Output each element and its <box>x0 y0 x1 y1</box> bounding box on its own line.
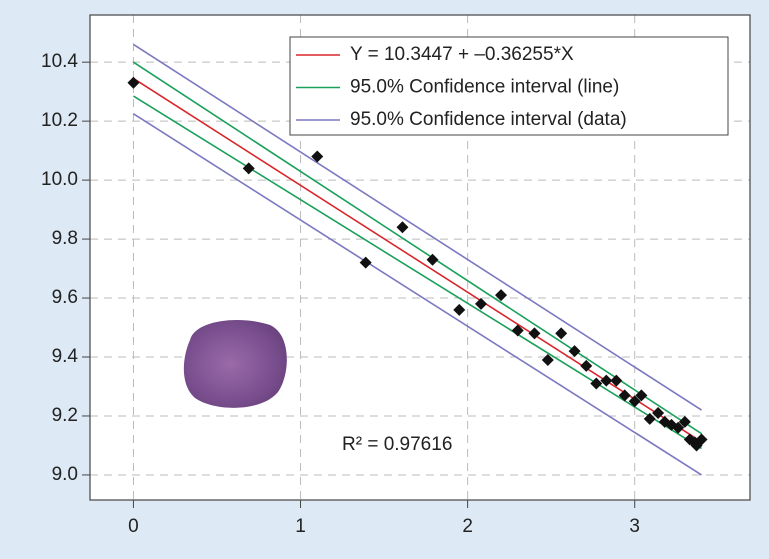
cell-image <box>183 320 287 408</box>
data-point <box>695 433 708 446</box>
data-point <box>311 150 324 163</box>
data-point <box>672 421 685 434</box>
data-point <box>528 327 541 340</box>
fit-line <box>133 95 702 450</box>
y-tick-label: 9.0 <box>52 464 78 485</box>
y-tick-label: 10.4 <box>41 51 78 72</box>
data-point <box>359 256 372 269</box>
plot-frame <box>89 14 751 501</box>
data-point <box>635 389 648 402</box>
y-tick-label: 10.0 <box>41 169 78 190</box>
legend-label: 95.0% Confidence interval (line) <box>350 77 619 98</box>
data-point <box>426 253 439 266</box>
data-point <box>474 297 487 310</box>
y-tick-label: 10.2 <box>41 110 78 131</box>
annotation: R² = 0.97616 <box>342 434 452 455</box>
data-point <box>590 377 603 390</box>
data-point <box>618 389 631 402</box>
y-tick-label: 9.6 <box>52 287 78 308</box>
data-point <box>495 289 508 302</box>
data-point <box>453 303 466 316</box>
data-point <box>127 76 140 89</box>
marks <box>127 43 708 476</box>
legend-label: 95.0% Confidence interval (data) <box>350 109 627 130</box>
data-point <box>511 324 524 337</box>
fit-line <box>133 43 702 411</box>
data-point <box>652 407 665 420</box>
y-tick-label: 9.4 <box>52 346 79 367</box>
y-tick-label: 9.8 <box>52 228 78 249</box>
y-tick-label: 9.2 <box>52 405 78 426</box>
x-tick-label: 3 <box>629 516 640 537</box>
data-point <box>541 353 554 366</box>
fit-line <box>133 61 702 435</box>
x-tick-label: 0 <box>128 516 139 537</box>
data-point <box>555 327 568 340</box>
legend-label: Y = 10.3447 + –0.36255*X <box>350 44 574 65</box>
data-point <box>580 359 593 372</box>
data-point <box>396 221 409 234</box>
x-tick-label: 1 <box>295 516 306 537</box>
data-point <box>610 374 623 387</box>
data-point <box>643 412 656 425</box>
data-point <box>600 374 613 387</box>
data-point <box>568 345 581 358</box>
fit-line <box>133 113 702 476</box>
data-point <box>628 395 641 408</box>
data-point <box>242 162 255 175</box>
data-point <box>678 415 691 428</box>
legend-box <box>289 36 729 136</box>
x-tick-label: 2 <box>462 516 473 537</box>
